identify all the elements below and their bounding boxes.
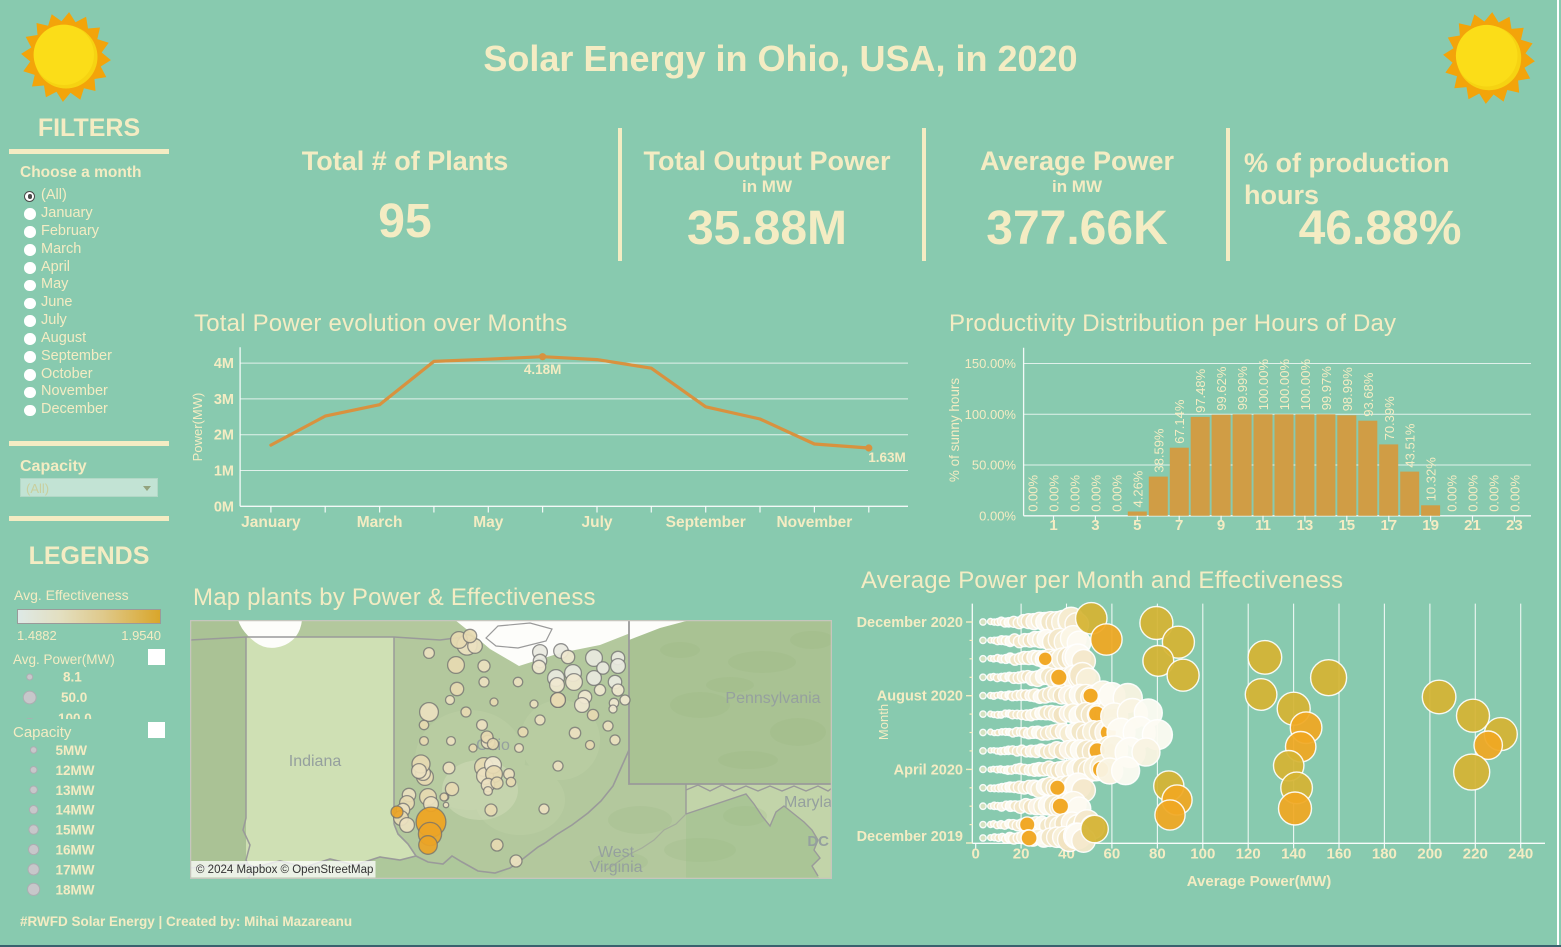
svg-text:13MW: 13MW [56,783,95,798]
svg-text:17MW: 17MW [56,862,95,877]
svg-text:97.48%: 97.48% [1193,368,1208,413]
svg-text:January: January [241,514,301,531]
svg-text:Month: Month [876,704,891,740]
svg-text:0.00%: 0.00% [1109,474,1124,511]
svg-text:4.18M: 4.18M [524,362,562,377]
svg-text:July: July [581,514,612,531]
svg-text:180: 180 [1372,846,1397,863]
svg-text:100.00%: 100.00% [1277,359,1292,411]
svg-text:0.00%: 0.00% [979,508,1016,523]
svg-text:12MW: 12MW [56,763,95,778]
svg-text:100.00%: 100.00% [965,407,1017,422]
svg-text:15: 15 [1338,517,1355,534]
svg-text:18MW: 18MW [56,882,95,897]
svg-text:120: 120 [1236,846,1261,863]
svg-text:1: 1 [1049,517,1057,534]
svg-text:80: 80 [1149,846,1166,863]
svg-text:160: 160 [1326,846,1351,863]
svg-text:0.00%: 0.00% [1068,474,1083,511]
svg-text:240: 240 [1508,846,1533,863]
svg-text:50.00%: 50.00% [972,458,1017,473]
svg-text:Maryla: Maryla [784,794,832,811]
svg-text:14MW: 14MW [56,803,95,818]
svg-text:December 2020: December 2020 [857,615,963,631]
svg-text:© 2024 Mapbox © OpenStreetMap: © 2024 Mapbox © OpenStreetMap [196,864,373,876]
svg-text:5: 5 [1133,517,1141,534]
svg-text:140: 140 [1281,846,1306,863]
svg-text:December 2019: December 2019 [857,829,963,845]
svg-text:0.00%: 0.00% [1487,474,1502,511]
svg-text:11: 11 [1255,517,1271,534]
svg-text:0.00%: 0.00% [1507,474,1522,511]
svg-text:3M: 3M [214,392,234,408]
svg-text:93.68%: 93.68% [1361,372,1376,417]
svg-text:Virginia: Virginia [589,859,642,876]
svg-text:150.00%: 150.00% [965,356,1017,371]
svg-text:9: 9 [1217,517,1225,534]
svg-text:0: 0 [972,846,980,863]
svg-text:8.1: 8.1 [63,670,82,685]
svg-text:2M: 2M [214,428,234,444]
svg-text:March: March [357,514,403,531]
svg-text:98.99%: 98.99% [1340,367,1355,412]
svg-text:Pennsylvania: Pennsylvania [725,690,820,707]
svg-text:Average Power(MW): Average Power(MW) [1187,873,1331,890]
svg-text:0.00%: 0.00% [1047,474,1062,511]
svg-text:100.0: 100.0 [58,711,92,720]
svg-text:April 2020: April 2020 [894,762,963,778]
svg-text:August 2020: August 2020 [877,689,963,705]
svg-text:4.26%: 4.26% [1130,470,1145,507]
svg-text:15MW: 15MW [56,823,95,838]
svg-text:100: 100 [1190,846,1215,863]
svg-text:4M: 4M [214,356,234,372]
svg-text:16MW: 16MW [56,843,95,858]
svg-text:% of sunny hours: % of sunny hours [947,378,962,483]
svg-text:0M: 0M [214,499,234,515]
svg-text:7: 7 [1175,517,1183,534]
svg-text:Power(MW): Power(MW) [190,393,205,462]
svg-text:Indiana: Indiana [289,753,342,770]
svg-text:0.00%: 0.00% [1466,474,1481,511]
svg-text:99.62%: 99.62% [1214,366,1229,411]
svg-text:67.14%: 67.14% [1172,399,1187,444]
svg-text:50.0: 50.0 [61,690,87,705]
svg-text:May: May [473,514,504,531]
svg-text:19: 19 [1422,517,1439,534]
svg-text:60: 60 [1104,846,1121,863]
svg-text:1.63M: 1.63M [868,450,906,465]
svg-text:5MW: 5MW [56,743,88,758]
svg-text:0.00%: 0.00% [1026,474,1041,511]
svg-text:200: 200 [1417,846,1442,863]
svg-text:100.00%: 100.00% [1298,359,1313,411]
svg-text:3: 3 [1091,517,1099,534]
svg-text:West: West [598,844,635,861]
svg-text:1M: 1M [214,464,234,480]
svg-text:43.51%: 43.51% [1403,423,1418,468]
svg-text:100.00%: 100.00% [1256,359,1271,411]
svg-text:38.59%: 38.59% [1151,428,1166,473]
svg-text:0.00%: 0.00% [1088,474,1103,511]
svg-text:99.99%: 99.99% [1235,366,1250,411]
svg-text:17: 17 [1380,517,1397,534]
svg-text:99.97%: 99.97% [1319,366,1334,411]
svg-text:220: 220 [1463,846,1488,863]
svg-text:23: 23 [1506,517,1523,534]
svg-text:0.00%: 0.00% [1445,474,1460,511]
svg-text:20: 20 [1013,846,1030,863]
svg-text:10.32%: 10.32% [1424,457,1439,502]
svg-text:21: 21 [1464,517,1481,534]
svg-text:September: September [666,514,746,531]
svg-text:November: November [776,514,852,531]
svg-text:DC: DC [807,833,829,850]
svg-text:13: 13 [1297,517,1314,534]
svg-text:70.39%: 70.39% [1382,396,1397,441]
